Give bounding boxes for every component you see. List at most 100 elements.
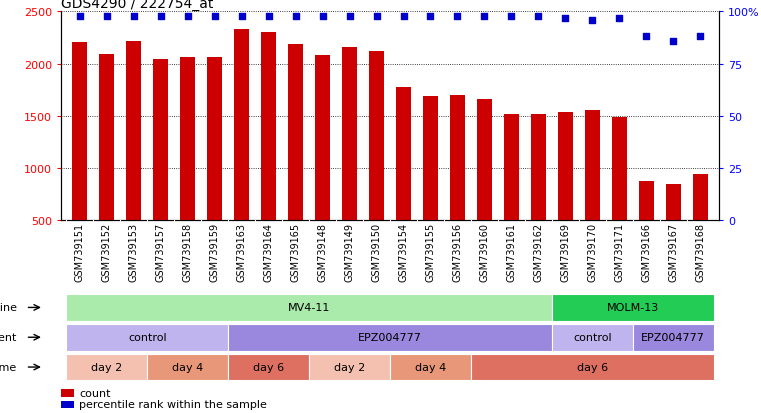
Bar [153, 60, 168, 273]
Text: GSM739153: GSM739153 [129, 223, 139, 282]
Point [559, 15, 572, 22]
Bar [477, 100, 492, 273]
Bar [228, 354, 309, 380]
Text: GSM739148: GSM739148 [317, 223, 327, 282]
Text: percentile rank within the sample: percentile rank within the sample [79, 399, 267, 409]
Text: GSM739159: GSM739159 [209, 223, 220, 282]
Text: MOLM-13: MOLM-13 [607, 303, 659, 313]
Bar [61, 389, 74, 397]
Text: EPZ004777: EPZ004777 [642, 332, 705, 342]
Point [667, 38, 680, 45]
Bar [100, 55, 114, 273]
Bar [450, 96, 465, 273]
Text: GSM739170: GSM739170 [587, 223, 597, 282]
Bar [315, 56, 330, 273]
Text: GSM739158: GSM739158 [183, 223, 193, 282]
Point [640, 34, 652, 40]
Point [154, 13, 167, 20]
Point [343, 13, 355, 20]
Point [613, 15, 626, 22]
Point [425, 13, 437, 20]
Text: GSM739166: GSM739166 [642, 223, 651, 282]
Text: day 2: day 2 [334, 362, 365, 372]
Bar [234, 30, 249, 273]
Bar [66, 324, 228, 351]
Bar [552, 294, 714, 321]
Text: GSM739168: GSM739168 [696, 223, 705, 282]
Point [397, 13, 409, 20]
Text: GSM739157: GSM739157 [156, 223, 166, 282]
Bar [288, 45, 303, 273]
Text: GSM739154: GSM739154 [399, 223, 409, 282]
Bar [471, 354, 714, 380]
Text: GSM739149: GSM739149 [345, 223, 355, 282]
Point [182, 13, 194, 20]
Point [505, 13, 517, 20]
Text: MV4-11: MV4-11 [288, 303, 330, 313]
Bar [423, 97, 438, 273]
Text: GSM739150: GSM739150 [371, 223, 381, 282]
Point [289, 13, 301, 20]
Point [263, 13, 275, 20]
Bar [585, 111, 600, 273]
Text: day 4: day 4 [172, 362, 203, 372]
Point [586, 17, 598, 24]
Bar [369, 52, 384, 273]
Bar [558, 112, 573, 273]
Bar [61, 401, 74, 408]
Bar [261, 33, 276, 273]
Text: GSM739152: GSM739152 [102, 223, 112, 282]
Bar [309, 354, 390, 380]
Text: day 2: day 2 [91, 362, 123, 372]
Text: day 6: day 6 [577, 362, 608, 372]
Text: GSM739151: GSM739151 [75, 223, 84, 282]
Text: GSM739162: GSM739162 [533, 223, 543, 282]
Text: GSM739156: GSM739156 [453, 223, 463, 282]
Bar [396, 87, 411, 273]
Text: GSM739169: GSM739169 [560, 223, 571, 282]
Text: GSM739164: GSM739164 [263, 223, 274, 282]
Bar [207, 58, 222, 273]
Text: GSM739160: GSM739160 [479, 223, 489, 282]
Point [532, 13, 544, 20]
Point [209, 13, 221, 20]
Point [128, 13, 140, 20]
Bar [612, 118, 627, 273]
Bar [342, 48, 357, 273]
Bar [633, 324, 714, 351]
Bar [180, 58, 195, 273]
Bar [66, 294, 552, 321]
Point [317, 13, 329, 20]
Text: count: count [79, 388, 110, 398]
Bar [504, 115, 519, 273]
Text: control: control [573, 332, 612, 342]
Text: agent: agent [0, 332, 17, 342]
Text: GSM739165: GSM739165 [291, 223, 301, 282]
Bar [72, 43, 88, 273]
Bar [147, 354, 228, 380]
Text: time: time [0, 362, 17, 372]
Point [451, 13, 463, 20]
Bar [390, 354, 471, 380]
Text: GSM739171: GSM739171 [614, 223, 624, 282]
Bar [126, 42, 141, 273]
Text: cell line: cell line [0, 303, 17, 313]
Point [479, 13, 491, 20]
Bar [66, 354, 147, 380]
Bar [531, 114, 546, 273]
Bar [693, 175, 708, 273]
Text: day 4: day 4 [415, 362, 446, 372]
Text: control: control [128, 332, 167, 342]
Point [236, 13, 248, 20]
Point [74, 13, 86, 20]
Text: GSM739163: GSM739163 [237, 223, 247, 282]
Bar [639, 182, 654, 273]
Text: EPZ004777: EPZ004777 [358, 332, 422, 342]
Point [371, 13, 383, 20]
Bar [552, 324, 633, 351]
Point [100, 13, 113, 20]
Text: GSM739161: GSM739161 [506, 223, 517, 282]
Text: GSM739155: GSM739155 [425, 223, 435, 282]
Point [694, 34, 706, 40]
Text: GSM739167: GSM739167 [668, 223, 678, 282]
